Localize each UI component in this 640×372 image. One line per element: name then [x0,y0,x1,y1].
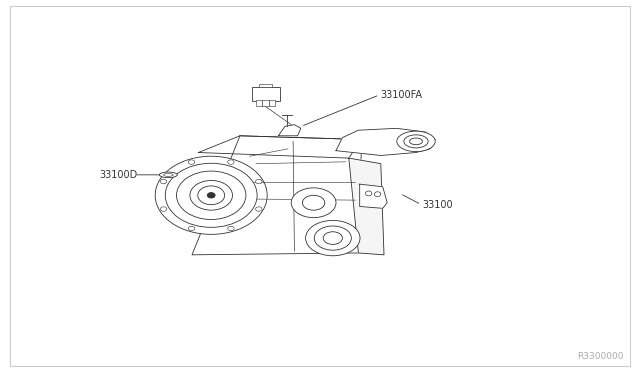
Ellipse shape [228,160,234,164]
Ellipse shape [397,131,435,152]
Text: 33100: 33100 [422,200,453,209]
Ellipse shape [323,232,342,244]
Ellipse shape [374,192,381,197]
Ellipse shape [365,191,372,196]
Polygon shape [349,158,384,255]
Ellipse shape [177,171,246,219]
Bar [262,100,269,106]
Text: 33100D: 33100D [99,170,138,180]
Polygon shape [278,125,301,136]
Ellipse shape [255,179,262,184]
Ellipse shape [404,135,428,148]
Bar [259,84,272,87]
Polygon shape [192,136,362,255]
Ellipse shape [161,207,167,211]
Ellipse shape [410,138,422,145]
Text: R3300000: R3300000 [577,352,624,361]
Ellipse shape [228,226,234,231]
Ellipse shape [165,163,257,227]
Polygon shape [198,136,362,158]
Ellipse shape [156,156,268,234]
Ellipse shape [190,180,232,210]
Ellipse shape [188,160,195,164]
Ellipse shape [314,226,351,250]
Ellipse shape [198,186,225,205]
Ellipse shape [159,172,177,178]
Ellipse shape [306,220,360,256]
Ellipse shape [303,195,325,210]
Ellipse shape [164,173,173,176]
Ellipse shape [207,193,215,198]
FancyBboxPatch shape [252,87,280,101]
Polygon shape [360,184,387,208]
Text: 33100FA: 33100FA [381,90,423,100]
Ellipse shape [255,207,262,211]
Ellipse shape [188,226,195,231]
Ellipse shape [291,188,336,218]
Bar [256,100,262,106]
Ellipse shape [161,179,167,184]
Bar [269,100,275,106]
Polygon shape [336,128,435,155]
